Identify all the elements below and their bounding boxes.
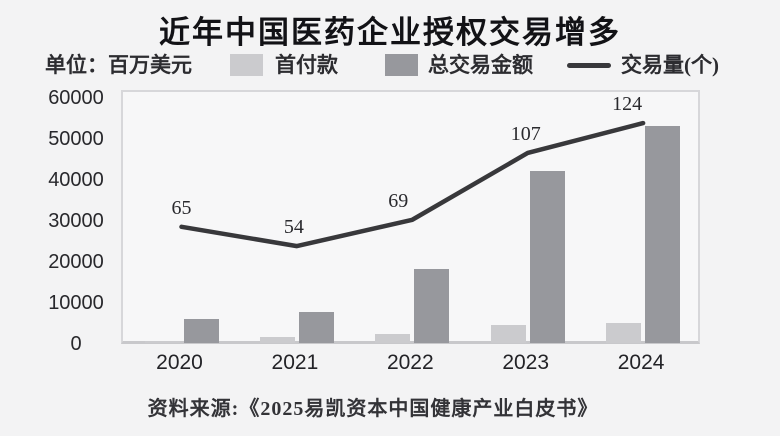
legend-swatch-total	[385, 54, 418, 76]
volume-value-label: 65	[171, 196, 192, 219]
volume-value-label: 54	[283, 216, 304, 239]
volume-value-label: 124	[612, 93, 643, 116]
x-axis-label-2021: 2021	[271, 351, 319, 374]
plot-inner: 65 54 69 107 124	[125, 93, 700, 343]
legend-line-mark-volume	[567, 63, 611, 68]
x-axis-label-2020: 2020	[156, 351, 203, 374]
x-axis-label-2024: 2024	[617, 351, 665, 374]
bar-upfront-2021	[259, 336, 295, 343]
x-axis-label-2023: 2023	[502, 351, 550, 374]
y-axis-tick-label: 0	[70, 333, 82, 355]
bar-upfront-2024	[606, 322, 642, 343]
bar-total-2021	[298, 311, 334, 343]
bar-upfront-2023	[490, 324, 526, 343]
legend-label-volume: 交易量(个)	[621, 53, 719, 77]
volume-line	[179, 120, 646, 249]
y-axis-tick-label: 60000	[48, 87, 104, 109]
source-caption: 资料来源:《2025易凯资本中国健康产业白皮书》	[147, 398, 599, 420]
chart-title: 近年中国医药企业授权交易增多	[159, 15, 621, 50]
legend-swatch-upfront	[230, 54, 263, 76]
bar-total-2022	[414, 269, 450, 343]
y-axis-tick-label: 30000	[48, 210, 104, 232]
plot-area: 65 54 69 107 124	[121, 90, 700, 344]
legend-label-upfront: 首付款	[275, 53, 338, 77]
bar-total-2020	[183, 319, 219, 343]
y-axis-tick-label: 50000	[48, 128, 104, 150]
legend-label-total: 总交易金额	[428, 53, 533, 77]
y-axis-tick-label: 10000	[48, 292, 104, 314]
x-axis-label-2022: 2022	[386, 351, 434, 374]
y-axis-tick-label: 40000	[48, 169, 104, 191]
bar-upfront-2022	[375, 333, 411, 343]
volume-value-label: 107	[510, 122, 541, 145]
volume-value-label: 69	[388, 189, 409, 212]
y-axis-tick-label: 20000	[48, 251, 104, 273]
bar-total-2024	[645, 125, 681, 343]
unit-label: 单位：百万美元	[45, 53, 192, 77]
bar-total-2023	[529, 170, 565, 343]
bar-upfront-2020	[144, 341, 180, 343]
